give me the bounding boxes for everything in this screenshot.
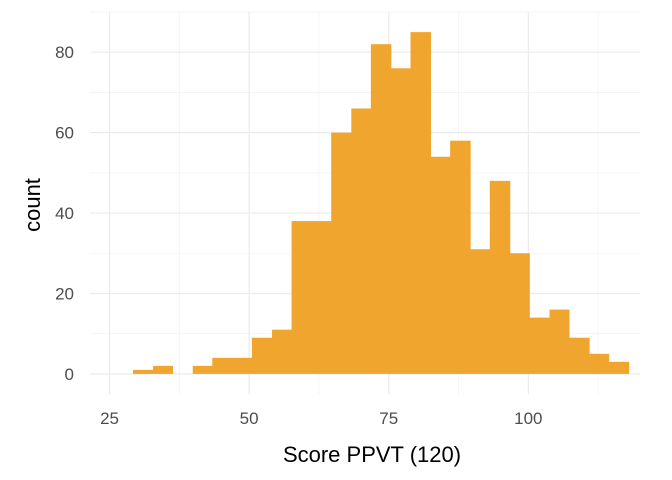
- histogram-bar: [272, 329, 292, 374]
- histogram-bar: [450, 140, 471, 374]
- y-tick-label: 20: [55, 284, 74, 303]
- y-tick-label: 40: [55, 204, 74, 223]
- histogram-bar: [232, 357, 253, 374]
- histogram-bar: [430, 156, 451, 374]
- y-tick-label: 80: [55, 43, 74, 62]
- x-axis-ticks: 25 50 75 100: [100, 409, 542, 428]
- histogram-bar: [569, 337, 590, 374]
- histogram-bar: [311, 221, 332, 374]
- histogram-bar: [351, 108, 372, 374]
- y-axis-ticks: 0 20 40 60 80: [55, 43, 74, 384]
- histogram-bar: [608, 361, 630, 374]
- histogram-bar: [370, 44, 392, 374]
- x-axis-title: Score PPVT (120): [283, 442, 461, 467]
- histogram-bar: [390, 68, 411, 374]
- histogram-bar: [132, 369, 154, 374]
- y-axis-title: count: [20, 178, 45, 232]
- histogram-bar: [153, 365, 174, 374]
- histogram-bar: [410, 32, 432, 374]
- y-tick-label: 0: [65, 365, 74, 384]
- x-tick-label: 100: [514, 409, 542, 428]
- histogram-bar: [291, 221, 313, 374]
- x-tick-label: 25: [100, 409, 119, 428]
- histogram-bar: [470, 249, 491, 374]
- histogram-bar: [509, 253, 530, 374]
- x-tick-label: 50: [240, 409, 259, 428]
- histogram-bar: [589, 353, 610, 374]
- histogram-bar: [212, 357, 233, 374]
- histogram-bar: [549, 309, 570, 374]
- histogram-bars: [132, 32, 630, 374]
- y-tick-label: 60: [55, 124, 74, 143]
- x-tick-label: 75: [379, 409, 398, 428]
- histogram-bar: [192, 365, 213, 374]
- histogram-bar: [529, 317, 550, 374]
- histogram-bar: [331, 132, 352, 374]
- histogram-bar: [489, 180, 511, 374]
- histogram-bar: [251, 337, 273, 374]
